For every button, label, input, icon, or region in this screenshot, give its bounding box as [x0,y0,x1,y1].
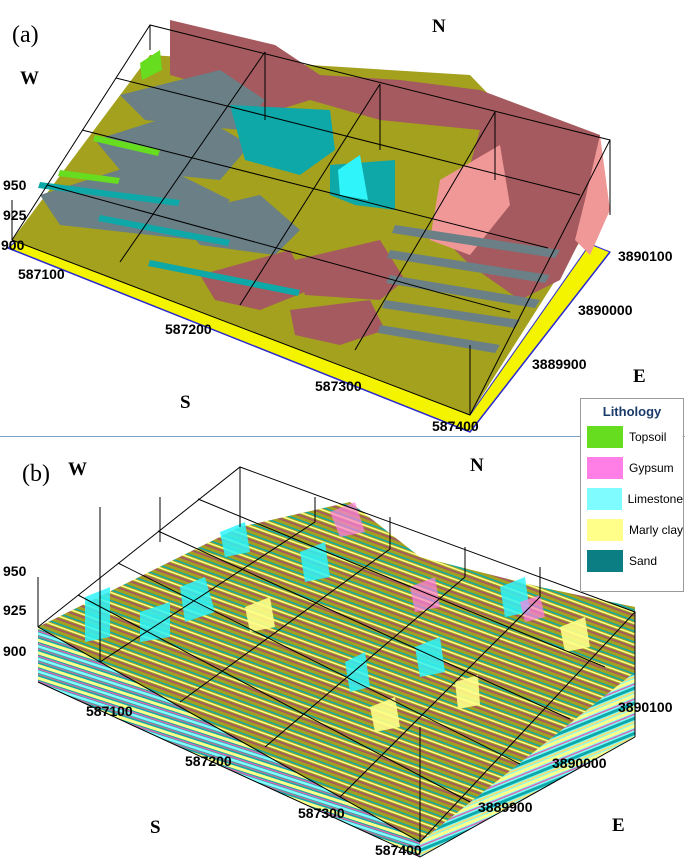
legend-swatch [587,518,623,541]
legend-swatch [587,549,623,572]
x-tick-587300: 587300 [315,378,362,394]
legend-item-topsoil: Topsoil [587,423,683,450]
south-label: S [180,392,191,413]
elevation-tick-950-b: 950 [3,563,27,579]
elevation-tick-925-b: 925 [3,602,27,618]
x-tick-587400: 587400 [432,418,479,434]
x-tick-587200-b: 587200 [185,753,232,769]
north-label-b: N [470,455,484,476]
east-label-b: E [612,815,625,836]
y-tick-3890000-b: 3890000 [552,755,607,771]
legend-label: Topsoil [629,429,667,444]
west-label-b: W [68,459,87,480]
legend-item-gypsum: Gypsum [587,454,683,481]
x-tick-587100: 587100 [18,266,65,282]
lithology-legend: Lithology Topsoil Gypsum Limestone Marly… [580,398,684,592]
y-tick-3890000: 3890000 [578,302,633,318]
legend-title: Lithology [602,404,662,419]
south-label-b: S [150,817,161,838]
panel-a-label: (a) [12,22,39,48]
west-label: W [20,68,39,89]
legend-item-sand: Sand [587,547,683,574]
legend-swatch [587,487,622,510]
legend-label: Marly clay [629,522,684,537]
elevation-tick-900: 900 [1,237,25,253]
y-tick-3889900: 3889900 [532,356,587,372]
elevation-tick-925: 925 [3,207,27,223]
x-tick-587400-b: 587400 [375,842,422,858]
block-model-b [37,466,636,858]
legend-item-marly-clay: Marly clay [587,516,683,543]
block-model-a [7,20,611,433]
y-tick-3890100: 3890100 [618,248,673,264]
x-tick-587300-b: 587300 [298,805,345,821]
elevation-tick-900-b: 900 [3,643,27,659]
y-tick-3889900-b: 3889900 [478,799,533,815]
x-tick-587100-b: 587100 [86,703,133,719]
north-label: N [432,16,446,37]
x-tick-587200: 587200 [165,321,212,337]
legend-swatch [587,425,623,448]
legend-label: Sand [629,553,658,568]
y-tick-3890100-b: 3890100 [618,699,673,715]
legend-label: Gypsum [629,460,674,475]
legend-label: Limestone [627,491,683,506]
panel-b-label: (b) [22,461,50,487]
legend-item-limestone: Limestone [587,485,683,512]
east-label: E [633,366,646,387]
legend-swatch [587,456,623,479]
panel-a: (a) N W S E 950 925 900 587100 587200 58… [1,16,673,434]
elevation-tick-950: 950 [3,177,27,193]
panel-b: (b) W N S E 950 925 900 587100 587200 58… [0,437,685,863]
